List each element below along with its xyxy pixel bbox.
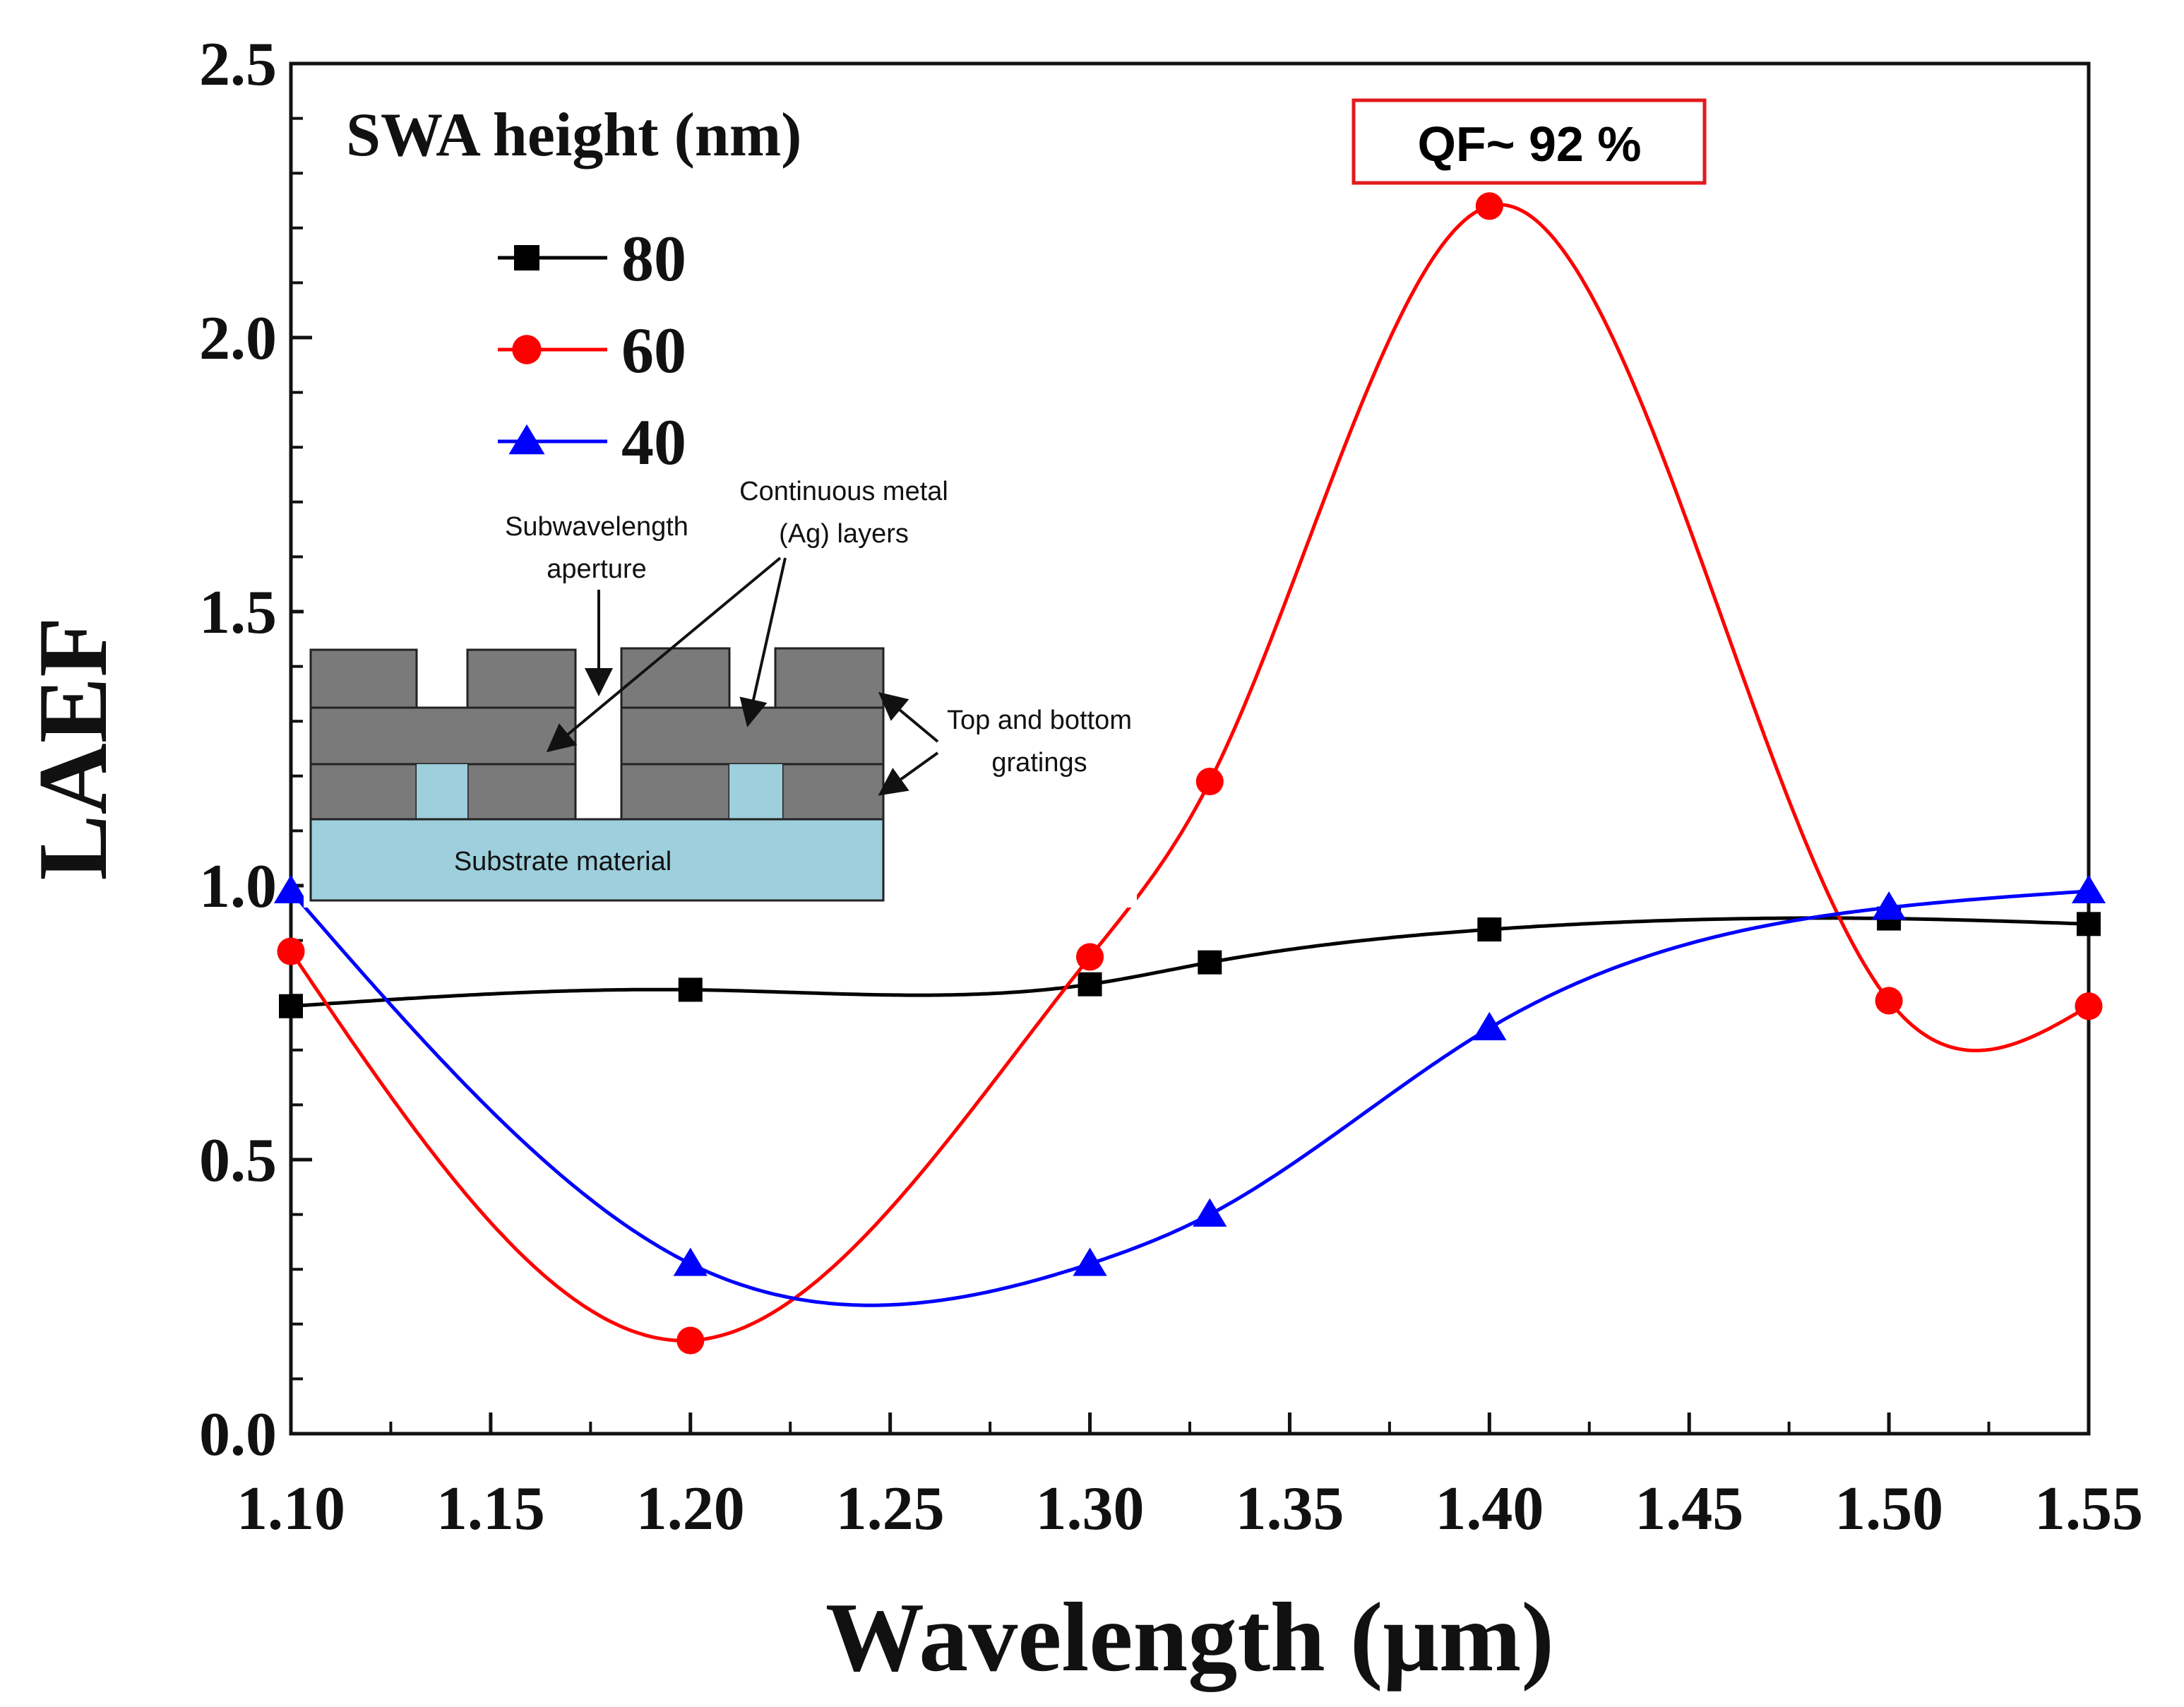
x-tick-label: 1.50 <box>1834 1475 1943 1543</box>
marker-triangle <box>1472 1011 1507 1040</box>
x-tick-label: 1.55 <box>2034 1475 2143 1543</box>
legend-label: 40 <box>621 406 686 478</box>
gratings-arrow-top <box>878 691 939 743</box>
legend-entry-60: 60 <box>498 314 686 386</box>
metal-layer-left <box>309 706 577 766</box>
legend-entry-40: 40 <box>498 406 686 478</box>
legend-label: 60 <box>621 314 686 386</box>
legend-entries: 80 60 40 <box>498 222 686 478</box>
substrate-bump <box>729 764 782 819</box>
x-axis-title: Wavelength (μm) <box>825 1583 1554 1692</box>
marker-triangle <box>1073 1247 1107 1276</box>
substrate-label: Substrate material <box>454 847 672 876</box>
bottom-grating-block <box>620 763 731 821</box>
metal-layers <box>309 647 885 902</box>
marker-square <box>514 245 539 270</box>
marker-triangle <box>673 1247 708 1276</box>
legend-entry-80: 80 <box>498 222 686 295</box>
metal-label-line2: (Ag) layers <box>779 519 909 549</box>
metal-label-line1: Continuous metal <box>739 477 948 506</box>
marker-square <box>2077 912 2101 936</box>
inset-schematic: Substrate material Subwavelength apertur… <box>304 473 1137 908</box>
series-line-60 <box>289 203 2090 1343</box>
y-tick-label: 1.5 <box>199 578 277 647</box>
marker-circle <box>676 1326 705 1355</box>
aperture-label-line1: Subwavelength <box>505 512 688 542</box>
x-tick-label: 1.40 <box>1435 1475 1544 1543</box>
top-grating-block <box>309 648 418 709</box>
bottom-grating-block <box>309 763 418 821</box>
y-axis-ticks: 0.0 0.5 1.0 1.5 2.0 2.5 <box>199 30 312 1469</box>
x-tick-label: 1.10 <box>237 1475 345 1543</box>
marker-triangle <box>1872 891 1906 920</box>
marker-triangle <box>273 874 309 903</box>
marker-square <box>678 977 703 1002</box>
y-axis-title: LAEF <box>18 617 128 880</box>
y-tick-label: 1.0 <box>199 852 277 921</box>
legend: SWA height (nm) 80 60 40 <box>346 101 801 478</box>
x-tick-label: 1.35 <box>1235 1475 1344 1543</box>
metal-arrow-right <box>739 557 787 727</box>
marker-triangle <box>2071 874 2106 903</box>
x-tick-label: 1.25 <box>836 1475 945 1543</box>
marker-circle <box>1475 192 1503 220</box>
marker-circle <box>512 335 542 364</box>
qf-annotation: QF~ 92 % <box>1351 98 1707 185</box>
marker-square <box>279 994 303 1018</box>
marker-circle <box>1195 768 1224 796</box>
bottom-grating-block <box>781 763 885 821</box>
y-tick-label: 2.0 <box>199 304 277 373</box>
x-tick-label: 1.30 <box>1036 1475 1145 1543</box>
series-line-40 <box>290 889 2089 1307</box>
gratings-arrow-bottom <box>878 751 939 796</box>
substrate-bump <box>417 764 467 819</box>
series-80 <box>279 906 2101 1018</box>
y-tick-label: 2.5 <box>199 30 277 99</box>
marker-triangle <box>508 424 545 455</box>
series-line-80 <box>290 916 2089 1009</box>
qf-annotation-text: QF~ 92 % <box>1417 117 1641 172</box>
marker-triangle <box>1193 1198 1227 1227</box>
marker-square <box>1198 950 1222 975</box>
marker-circle <box>2075 992 2103 1021</box>
legend-label: 80 <box>621 222 686 295</box>
series-40 <box>273 874 2106 1307</box>
qf-annotation-box <box>1351 98 1707 185</box>
aperture-label-line2: aperture <box>547 554 647 584</box>
substrate-block <box>309 818 885 902</box>
y-tick-label: 0.5 <box>199 1126 277 1195</box>
series-layer <box>273 192 2106 1355</box>
top-grating-block <box>466 648 577 709</box>
metal-layer-right <box>620 706 885 766</box>
x-tick-label: 1.45 <box>1635 1475 1743 1543</box>
y-tick-label: 0.0 <box>199 1400 277 1469</box>
legend-title: SWA height (nm) <box>346 101 801 169</box>
x-tick-label: 1.20 <box>636 1475 745 1543</box>
marker-circle <box>1076 943 1104 971</box>
marker-square <box>1078 972 1102 997</box>
gratings-label-line1: Top and bottom <box>947 706 1132 735</box>
x-tick-label: 1.15 <box>436 1475 545 1543</box>
x-axis-ticks: 1.10 1.15 1.20 1.25 1.30 1.35 1.40 1.45 1.50 1.55 <box>237 1412 2143 1543</box>
inset-arrows <box>546 557 939 796</box>
marker-circle <box>277 937 305 965</box>
metal-arrow-left <box>546 557 782 753</box>
bottom-grating-block <box>466 763 577 821</box>
top-grating-block <box>774 647 885 709</box>
gratings-label-line2: gratings <box>991 748 1087 778</box>
marker-square <box>1477 917 1502 942</box>
series-60 <box>277 192 2103 1355</box>
marker-circle <box>1875 987 1903 1015</box>
